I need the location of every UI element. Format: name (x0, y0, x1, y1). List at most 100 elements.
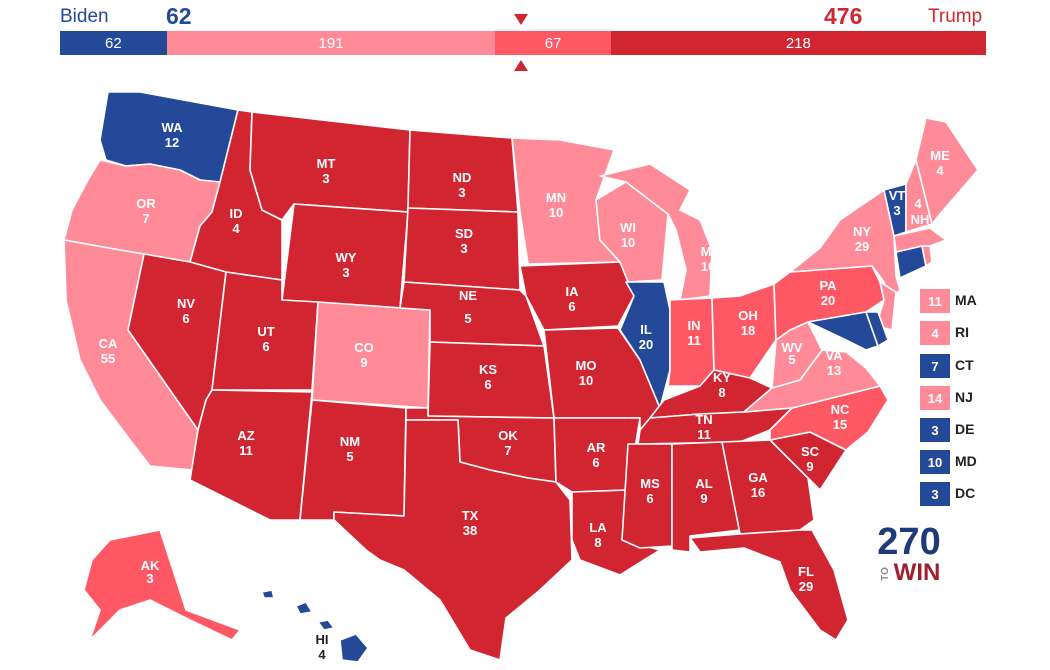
label-CA-abbr: CA (99, 336, 118, 351)
state-MS[interactable] (621, 443, 673, 549)
label-ID-abbr: ID (230, 206, 243, 221)
label-WA-abbr: WA (162, 120, 184, 135)
state-MI[interactable] (599, 163, 713, 301)
small-state-dc-label: DC (955, 485, 976, 501)
small-state-ma-ev[interactable]: 11 (920, 289, 950, 313)
label-ND-ev: 3 (458, 185, 465, 200)
label-IL-abbr: IL (640, 322, 652, 337)
small-state-nj-ev[interactable]: 14 (920, 386, 950, 410)
label-NE-ev: 5 (464, 311, 471, 326)
label-CA-ev: 55 (101, 351, 115, 366)
state-MD[interactable] (807, 311, 879, 351)
label-ND-abbr: ND (453, 170, 472, 185)
label-MI-abbr: MI (701, 244, 715, 259)
label-ME-abbr: ME (930, 148, 950, 163)
label-MN-abbr: MN (546, 190, 566, 205)
label-MT-ev: 3 (322, 171, 329, 186)
small-state-dc-ev[interactable]: 3 (920, 482, 950, 506)
label-NY-abbr: NY (853, 224, 871, 239)
label-ID-ev: 4 (232, 221, 240, 236)
state-DE[interactable] (865, 311, 889, 347)
bar-segment-safe-d[interactable]: 62 (60, 31, 167, 55)
label-VT-ev: 3 (893, 203, 900, 218)
small-state-ri-label: RI (955, 324, 969, 340)
label-VT-abbr: VT (889, 188, 906, 203)
small-state-ct-label: CT (955, 357, 974, 373)
label-WV-abbr: WV (782, 340, 803, 355)
label-KS-abbr: KS (479, 362, 497, 377)
label-MS-abbr: MS (640, 476, 660, 491)
small-state-de-ev[interactable]: 3 (920, 418, 950, 442)
label-VA-ev: 13 (827, 363, 841, 378)
label-LA-abbr: LA (589, 520, 607, 535)
label-WV-ev: 5 (788, 352, 795, 367)
small-state-md-label: MD (955, 453, 977, 469)
label-OR-ev: 7 (142, 211, 149, 226)
label-AR-abbr: AR (587, 440, 606, 455)
label-MI-ev: 16 (701, 259, 715, 274)
label-SD-ev: 3 (460, 241, 467, 256)
label-NH-abbr: NH (911, 212, 930, 227)
label-HI-abbr: HI (316, 632, 329, 647)
label-NC-abbr: NC (831, 402, 850, 417)
label-NM-ev: 5 (346, 449, 353, 464)
label-TX-ev: 38 (463, 523, 477, 538)
state-CO[interactable] (311, 301, 431, 409)
label-LA-ev: 8 (594, 535, 601, 550)
label-FL-abbr: FL (798, 564, 814, 579)
label-NM-abbr: NM (340, 434, 360, 449)
bar-segment-safe-r[interactable]: 218 (610, 31, 986, 55)
label-NE-abbr: NE (459, 288, 477, 303)
state-FL[interactable] (689, 529, 849, 641)
label-VA-abbr: VA (825, 348, 843, 363)
label-TX-abbr: TX (462, 508, 479, 523)
label-WY-ev: 3 (342, 265, 349, 280)
label-UT-ev: 6 (262, 339, 269, 354)
label-SC-abbr: SC (801, 444, 820, 459)
label-WA-ev: 12 (165, 135, 179, 150)
label-MO-abbr: MO (576, 358, 597, 373)
state-HI[interactable] (261, 589, 369, 663)
label-OK-abbr: OK (498, 428, 518, 443)
state-MA[interactable] (893, 227, 947, 253)
label-MO-ev: 10 (579, 373, 593, 388)
label-WI-ev: 10 (621, 235, 635, 250)
label-IN-ev: 11 (687, 333, 701, 348)
biden-total: 62 (166, 3, 192, 29)
label-TN-abbr: TN (695, 412, 712, 427)
label-MS-ev: 6 (646, 491, 653, 506)
logo-to: TO (880, 567, 891, 581)
label-AZ-ev: 11 (239, 443, 253, 458)
small-state-md-ev[interactable]: 10 (920, 450, 950, 474)
label-IA-ev: 6 (568, 299, 575, 314)
label-AL-abbr: AL (695, 476, 712, 491)
state-AK[interactable] (83, 529, 241, 641)
state-ME[interactable] (915, 117, 979, 225)
small-state-ri-ev[interactable]: 4 (920, 321, 950, 345)
bar-segment-likely-r[interactable]: 67 (495, 31, 611, 55)
logo-number: 270 (877, 521, 940, 563)
label-IA-abbr: IA (566, 284, 580, 299)
electoral-vote-bar: 62 191 67 218 (60, 31, 986, 55)
label-HI-ev: 4 (318, 647, 326, 662)
label-NC-ev: 15 (833, 417, 847, 432)
label-WY-abbr: WY (336, 250, 357, 265)
label-PA-ev: 20 (821, 293, 835, 308)
label-WI-abbr: WI (620, 220, 636, 235)
state-TX[interactable] (333, 419, 573, 661)
label-NY-ev: 29 (855, 239, 869, 254)
label-MN-ev: 10 (549, 205, 563, 220)
label-NV-abbr: NV (177, 296, 195, 311)
label-CO-abbr: CO (354, 340, 374, 355)
state-NY[interactable] (789, 189, 901, 301)
label-GA-ev: 16 (751, 485, 765, 500)
label-CO-ev: 9 (360, 355, 367, 370)
small-state-ct-ev[interactable]: 7 (920, 354, 950, 378)
small-state-nj-label: NJ (955, 389, 973, 405)
bar-segment-lean-r[interactable]: 191 (166, 31, 496, 55)
label-AR-ev: 6 (592, 455, 599, 470)
state-CA[interactable] (63, 239, 199, 471)
270towin-logo: 270 TO WIN (877, 521, 941, 584)
logo-win: WIN (894, 559, 941, 584)
